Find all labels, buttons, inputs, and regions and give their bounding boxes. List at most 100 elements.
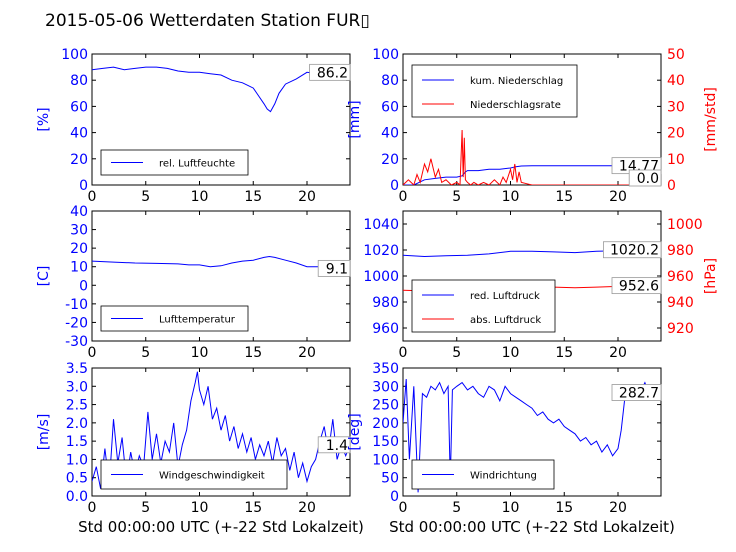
x-tick-label: 10 [191, 345, 209, 361]
last-value-label: 1020.2 [610, 243, 659, 259]
y-right-tick-label: 960 [667, 269, 694, 285]
x-tick-label: 20 [298, 189, 316, 205]
y-tick-label: 150 [372, 434, 399, 450]
last-value-label: 1.4 [326, 438, 348, 454]
y-tick-label: 1000 [363, 269, 399, 285]
y-tick-label: -20 [65, 315, 88, 331]
x-axis-label-right: Std 00:00:00 UTC (+-22 Std Lokalzeit) [389, 518, 675, 536]
x-tick-label: 10 [502, 500, 520, 516]
x-tick-label: 20 [298, 345, 316, 361]
last-value-box [611, 277, 662, 295]
x-tick-label: 5 [141, 500, 150, 516]
y-tick-label: 40 [70, 204, 88, 220]
legend-box [100, 149, 249, 176]
x-axis-label-left: Std 00:00:00 UTC (+-22 Std Lokalzeit) [78, 518, 364, 536]
y-tick-label: -10 [65, 297, 88, 313]
y-tick-label: 100 [372, 452, 399, 468]
y-axis-label: [%] [36, 107, 52, 131]
y-tick-label: 200 [372, 416, 399, 432]
y-right-tick-label: 940 [667, 295, 694, 311]
x-tick-label: 5 [452, 500, 461, 516]
x-tick-label: 0 [88, 189, 97, 205]
x-tick-label: 20 [609, 345, 627, 361]
y-tick-label: 100 [372, 47, 399, 63]
y-tick-label: 1.0 [66, 452, 88, 468]
y-tick-label: 50 [381, 471, 399, 487]
x-tick-label: 20 [298, 500, 316, 516]
y-tick-label: 0 [79, 278, 88, 294]
y-tick-label: 80 [381, 73, 399, 89]
y-tick-label: 0 [390, 178, 399, 194]
y-right-axis-label: [mm/std] [703, 87, 719, 152]
y-tick-label: 40 [70, 126, 88, 142]
y-tick-label: 60 [381, 99, 399, 115]
y-tick-label: 2.5 [66, 398, 88, 414]
x-tick-label: 0 [88, 345, 97, 361]
y-right-tick-label: 0 [667, 178, 676, 194]
y-right-tick-label: 30 [667, 99, 685, 115]
panel-temperature: 0 5 10 15 20 -30 -20 -10 0 10 20 30 40 [C] Lufttempera… [36, 204, 351, 361]
last-value-box [309, 63, 351, 81]
x-tick-label: 20 [609, 500, 627, 516]
x-tick-label: 0 [88, 500, 97, 516]
x-tick-label: 15 [244, 189, 262, 205]
y-tick-label: 3.0 [66, 379, 88, 395]
y-axis-label: [m/s] [36, 414, 52, 451]
y-right-tick-label: 10 [667, 152, 685, 168]
x-tick-label: 15 [244, 345, 262, 361]
y-tick-label: -30 [65, 334, 88, 350]
y-axis-label: [mm] [347, 100, 363, 138]
last-value-box [603, 241, 662, 259]
y-tick-label: 300 [372, 379, 399, 395]
y-tick-label: 30 [70, 223, 88, 239]
x-tick-label: 5 [141, 345, 150, 361]
x-tick-label: 10 [191, 189, 209, 205]
legend-box [411, 279, 556, 333]
y-tick-label: 250 [372, 398, 399, 414]
last-value-box [317, 259, 351, 277]
x-tick-label: 0 [399, 189, 408, 205]
panel-wind-direction: 0 5 10 15 20050100150200250300350[deg]Windri… [347, 361, 662, 516]
y-tick-label: 1040 [363, 217, 399, 233]
series-line-niederschlagsrate [403, 129, 661, 185]
last-value-label: 9.1 [326, 261, 348, 277]
x-tick-label: 0 [399, 500, 408, 516]
series-line-lufttemperatur [92, 255, 350, 269]
x-tick-label: 5 [141, 189, 150, 205]
y-right-tick-label: 40 [667, 73, 685, 89]
legend-label: Windgeschwindigkeit [159, 471, 265, 482]
legend-box [411, 64, 578, 118]
y-axis-label: [C] [36, 266, 52, 287]
legend-label: Niederschlagsrate [470, 100, 561, 111]
y-tick-label: 10 [70, 260, 88, 276]
last-value-label: 86.2 [317, 65, 348, 81]
y-tick-label: 350 [372, 361, 399, 377]
x-tick-label: 15 [555, 189, 573, 205]
x-tick-label: 15 [555, 500, 573, 516]
x-tick-label: 10 [502, 345, 520, 361]
figure-title: 2015-05-06 Wetterdaten Station FUR▯ [45, 11, 370, 31]
panel-precipitation: 0 5 10 15 20 0 20 40 60 80 100 0 10 20 30 40 50 [mm] [mm/s… [347, 47, 719, 205]
legend-label: rel. Luftfeuchte [159, 159, 235, 170]
y-right-tick-label: 920 [667, 321, 694, 337]
x-tick-label: 10 [191, 500, 209, 516]
series-line-kum-niederschlag [403, 165, 661, 185]
y-tick-label: 40 [381, 126, 399, 142]
legend-label: abs. Luftdruck [470, 315, 541, 326]
last-value-label: 0.0 [637, 171, 659, 187]
y-axis-label: [deg] [347, 413, 363, 450]
y-tick-label: 80 [70, 73, 88, 89]
legend-label: red. Luftdruck [470, 291, 540, 302]
y-tick-label: 0 [79, 178, 88, 194]
last-value-box [317, 436, 351, 454]
panel-pressure: 0 5 10 15 20 960 980 1000 1020 1040 920 940 960 980 10… [363, 210, 719, 361]
legend-label: kum. Niederschlag [470, 76, 563, 87]
y-tick-label: 0.0 [66, 489, 88, 505]
y-tick-label: 60 [70, 99, 88, 115]
y-tick-label: 1020 [363, 243, 399, 259]
series-line-rel-luftfeuchte [92, 66, 350, 113]
x-tick-label: 0 [399, 345, 408, 361]
x-tick-label: 15 [244, 500, 262, 516]
y-tick-label: 20 [70, 152, 88, 168]
